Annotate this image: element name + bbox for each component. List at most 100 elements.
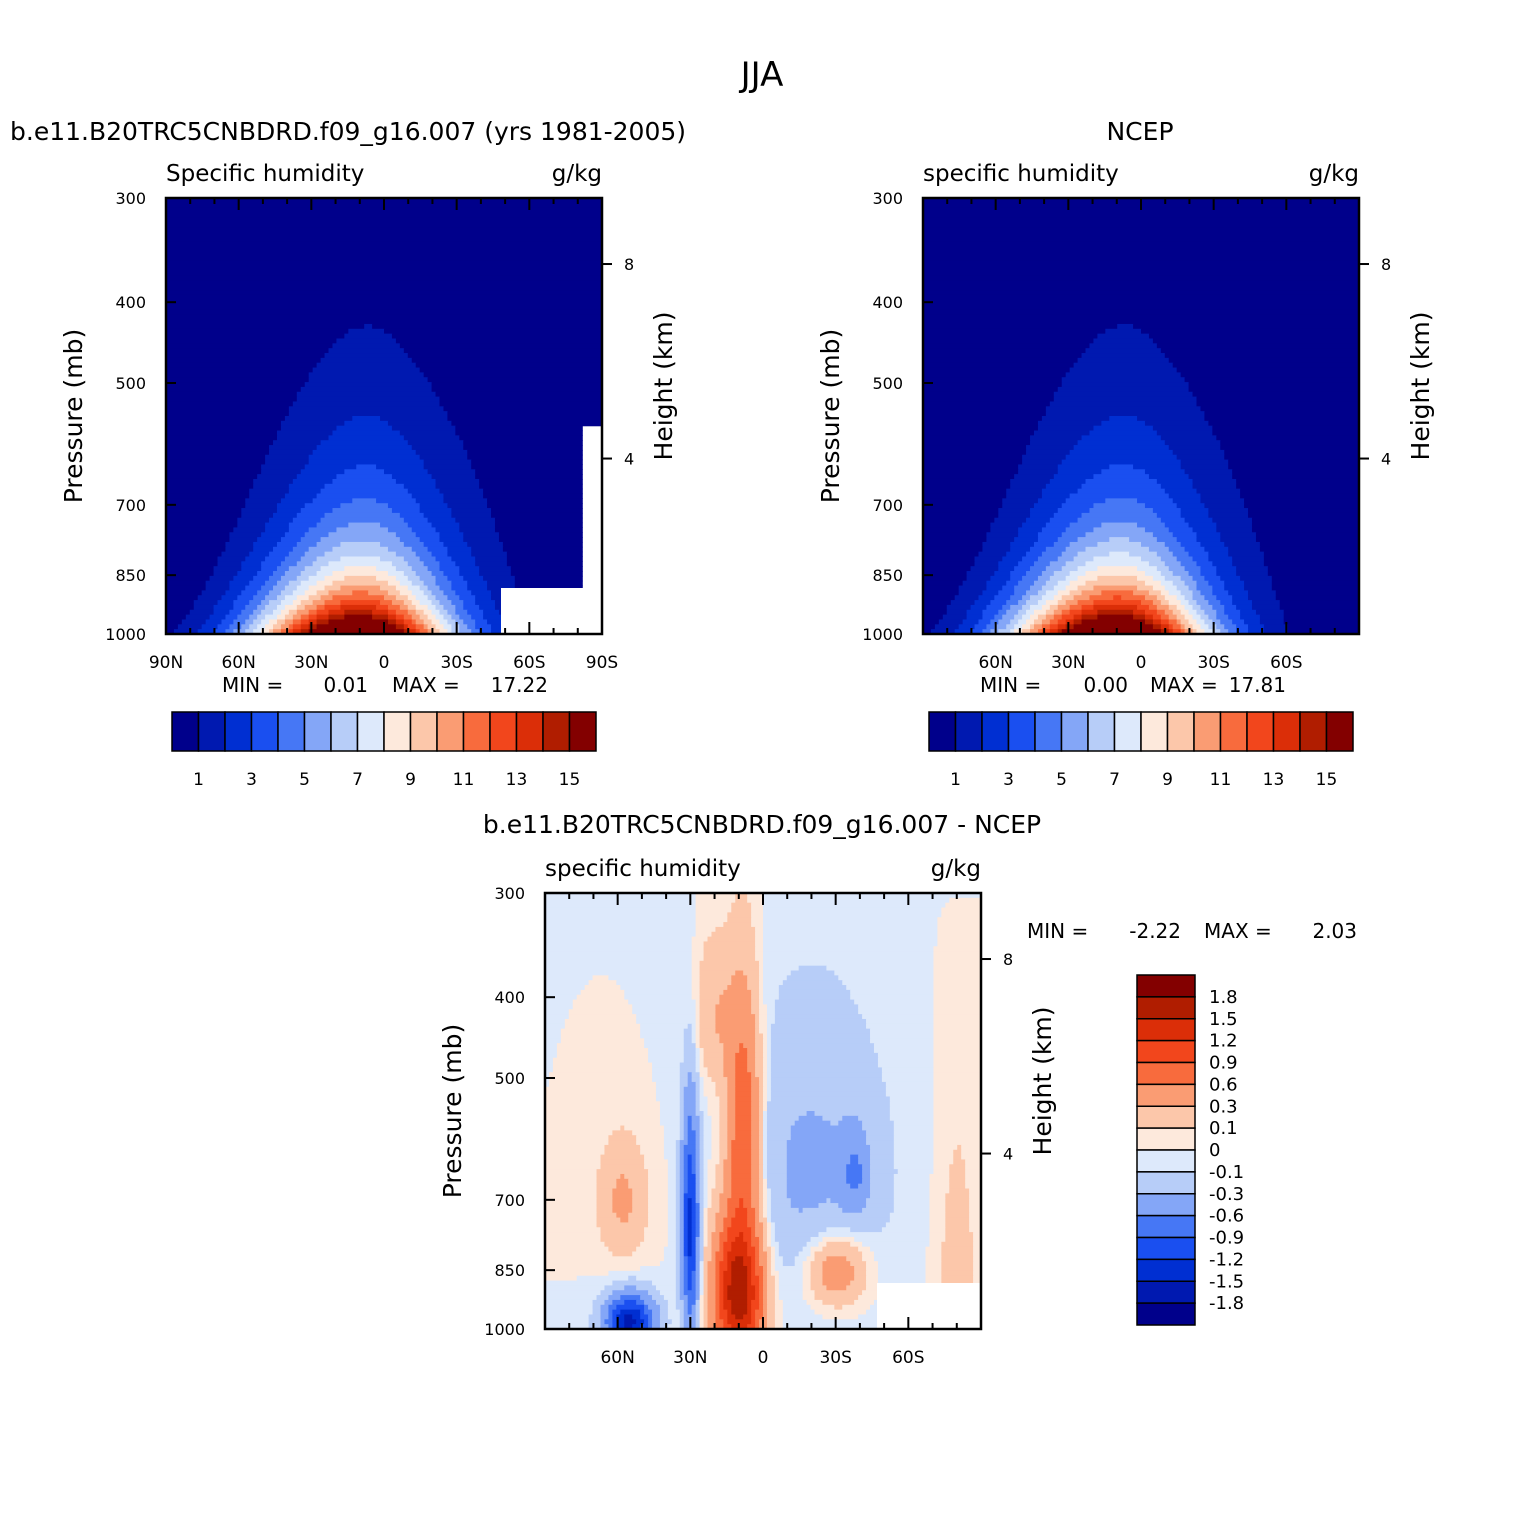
contour-cell xyxy=(1077,566,1098,572)
contour-cell xyxy=(284,604,298,611)
contour-cell xyxy=(966,575,991,582)
contour-cell xyxy=(794,1120,831,1127)
contour-cell xyxy=(719,1241,724,1248)
contour-cell xyxy=(735,1120,752,1127)
contour-cell xyxy=(166,493,250,499)
contour-cell xyxy=(739,1232,744,1238)
contour-cell xyxy=(545,1261,661,1267)
contour-cell xyxy=(1148,561,1166,567)
contour-cell xyxy=(1137,566,1158,572)
contour-cell xyxy=(663,1135,681,1141)
contour-cell xyxy=(545,955,693,962)
contour-cell xyxy=(703,1295,709,1301)
contour-cell xyxy=(644,1319,649,1325)
contour-cell xyxy=(933,1115,982,1122)
contour-cell xyxy=(715,1275,720,1282)
contour-cell xyxy=(707,1290,717,1296)
contour-cell xyxy=(715,1304,720,1311)
contour-cell xyxy=(1014,585,1031,591)
contour-cell xyxy=(885,1086,935,1093)
contour-cell xyxy=(723,1043,740,1049)
contour-cell xyxy=(604,1144,641,1151)
contour-cell xyxy=(751,1091,760,1098)
contour-cell xyxy=(822,1275,855,1282)
contour-cell xyxy=(487,498,583,504)
contour-cell xyxy=(719,1140,728,1146)
contour-cell xyxy=(261,469,302,475)
contour-cell xyxy=(679,1236,685,1243)
contour-cell xyxy=(545,1212,598,1219)
contour-cell xyxy=(483,614,504,621)
contour-cell xyxy=(572,999,629,1006)
contour-cell xyxy=(715,1280,720,1286)
contour-cell xyxy=(667,1299,677,1306)
contour-cell xyxy=(1073,595,1091,601)
contour-cell xyxy=(372,609,389,616)
contour-cell xyxy=(763,1304,768,1311)
contour-cell xyxy=(751,1270,756,1277)
contour-cell xyxy=(300,580,318,587)
contour-cell xyxy=(826,965,935,972)
contour-cell xyxy=(166,503,246,509)
contour-cell xyxy=(949,1188,970,1194)
contour-cell xyxy=(1144,614,1154,621)
colorbar-box xyxy=(462,711,491,752)
contour-cell xyxy=(1240,488,1360,495)
contour-cell xyxy=(711,1193,720,1199)
contour-cell xyxy=(699,994,720,1001)
contour-cell xyxy=(1053,474,1095,480)
contour-cell xyxy=(965,1164,982,1170)
contour-cell xyxy=(703,1062,724,1068)
contour-cell xyxy=(1168,566,1186,572)
contour-cell xyxy=(1200,590,1213,596)
contour-cell xyxy=(691,975,701,981)
contour-cell xyxy=(1216,624,1225,630)
contour-cell xyxy=(403,483,437,490)
contour-cell xyxy=(707,1299,717,1306)
contour-cell xyxy=(723,1285,728,1291)
contour-cell xyxy=(759,1077,764,1083)
colorbar-box xyxy=(1087,711,1116,752)
contour-cell xyxy=(973,1261,982,1267)
contour-cell xyxy=(616,1178,629,1185)
contour-cell xyxy=(766,1203,772,1209)
contour-cell xyxy=(973,1275,982,1282)
y-axis-title: Pressure (mb) xyxy=(59,329,88,503)
contour-field xyxy=(923,198,1360,635)
contour-cell xyxy=(545,985,586,991)
contour-cell xyxy=(166,328,349,335)
contour-cell xyxy=(986,624,995,630)
contour-cell xyxy=(923,367,1071,373)
contour-cell xyxy=(707,1072,724,1078)
contour-cell xyxy=(715,1256,724,1262)
contour-cell xyxy=(683,1207,689,1214)
contour-cell xyxy=(166,629,175,635)
contour-cell xyxy=(475,619,488,625)
contour-cell xyxy=(249,493,286,499)
contour-cell xyxy=(612,1188,633,1194)
contour-cell xyxy=(923,362,1075,369)
contour-cell xyxy=(431,600,441,606)
contour-cell xyxy=(683,1043,697,1049)
contour-cell xyxy=(719,1203,728,1209)
contour-cell xyxy=(403,517,429,524)
contour-cell xyxy=(447,546,472,553)
contour-cell xyxy=(166,391,298,398)
contour-cell xyxy=(1010,595,1023,601)
contour-cell xyxy=(652,1295,665,1301)
contour-cell xyxy=(998,566,1015,572)
contour-cell xyxy=(683,1178,689,1185)
contour-cell xyxy=(727,1135,736,1141)
contour-cell xyxy=(854,1299,875,1306)
contour-cell xyxy=(683,1115,689,1122)
contour-cell xyxy=(727,1149,732,1156)
contour-cell xyxy=(399,537,421,543)
contour-cell xyxy=(166,522,238,529)
contour-cell xyxy=(933,1169,950,1175)
contour-cell xyxy=(982,629,991,635)
contour-cell xyxy=(846,1256,863,1262)
contour-cell xyxy=(679,1111,685,1117)
contour-cell xyxy=(675,1144,681,1151)
contour-cell xyxy=(1069,367,1178,373)
